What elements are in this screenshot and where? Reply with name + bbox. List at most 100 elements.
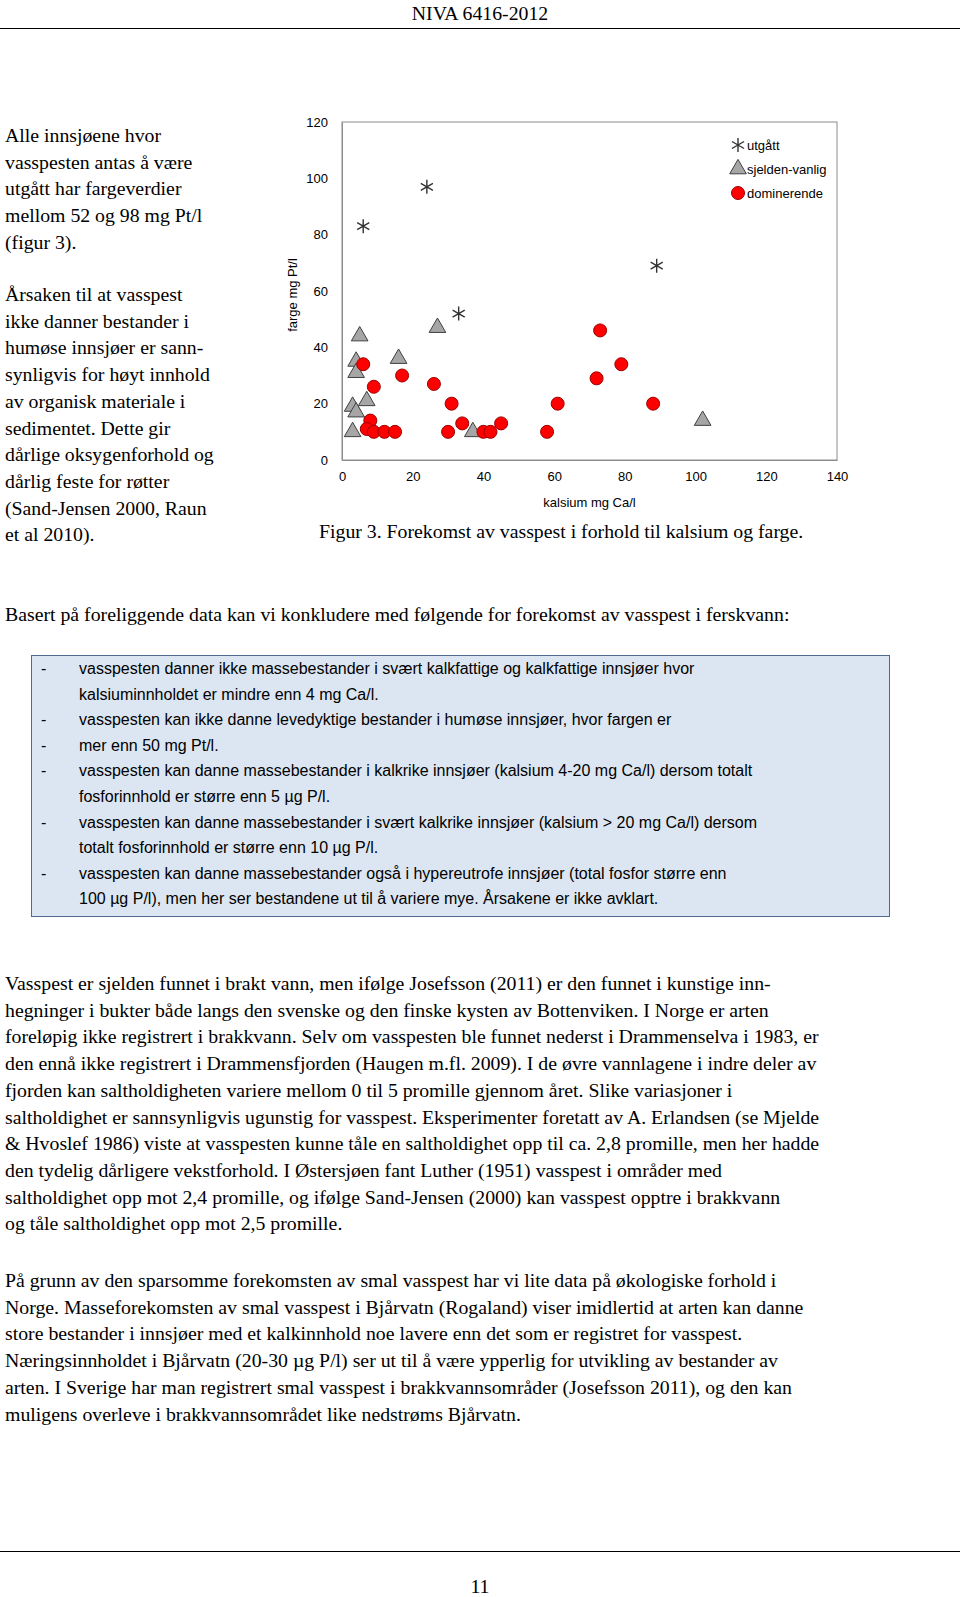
legend-symbol [732,187,745,200]
footer-rule [0,1551,960,1552]
side-text-line: synligvis for høyt innhold [5,361,210,387]
x-axis-title: kalsium mg Ca/l [543,495,636,510]
bullet-text-line: mer enn 50 mg Pt/l. [79,734,219,758]
x-tick: 60 [547,460,561,484]
point [367,380,380,393]
figure-caption: Figur 3. Forekomst av vasspest i forhold… [319,518,803,544]
y-axis-title: farge mg Pt/l [285,258,300,332]
bullet-dash: - [41,862,46,886]
side-text-line: ikke danner bestander i [5,308,189,334]
body-text-line: saltholdighet opp mot 2,4 promille, og i… [5,1184,780,1210]
y-tick-label: 20 [314,396,328,411]
point [594,324,607,337]
side-text-line: mellom 52 og 98 mg Pt/l [5,202,202,228]
series-circle [357,324,660,438]
side-text-line: Årsaken til at vasspest [5,281,182,307]
body-text-line: og tåle saltholdighet opp mot 2,5 promil… [5,1210,342,1236]
point [615,358,628,371]
bullet-dash: - [41,657,46,681]
series-asterisk [357,180,663,321]
point [421,180,433,194]
legend-symbol [730,159,747,173]
body-text-line: Næringsinnholdet i Bjårvatn (20-30 µg P/… [5,1347,778,1373]
body-text-line: Norge. Masseforekomsten av smal vasspest… [5,1294,803,1320]
side-text-line: (figur 3). [5,229,76,255]
side-text-line: humøse innsjøer er sann- [5,334,203,360]
plot-area [344,180,711,439]
x-tick: 100 [685,460,707,484]
bullet-dash: - [41,734,46,758]
side-text-line: sedimentet. Dette gir [5,415,170,441]
body-text-line: & Hvoslef 1986) viste at vasspesten kunn… [5,1130,819,1156]
y-tick-label: 120 [306,115,328,130]
chart: 0 20 40 60 80 100 120 140 0 20 40 60 80 100 120 kalsium… [0,0,960,560]
point [351,326,368,340]
y-tick: 20 [314,396,342,411]
x-tick-label: 120 [756,469,778,484]
intro-text: Basert på foreliggende data kan vi konkl… [5,601,789,627]
page-number: 11 [0,1573,960,1597]
y-tick-label: 0 [321,453,328,468]
point [495,417,508,430]
point [429,318,446,332]
x-tick-label: 60 [547,469,561,484]
y-axis-line [342,123,343,461]
point [484,425,497,438]
side-text-line: et al 2010). [5,521,95,547]
body-text-line: foreløpig ikke registrert i brakkvann. S… [5,1023,819,1049]
y-axis: 0 20 40 60 80 100 120 [306,115,342,468]
side-text-line: (Sand-Jensen 2000, Raun [5,495,207,521]
legend: utgått sjelden-vanlig dominerende [730,138,827,201]
point [456,417,469,430]
x-tick-label: 80 [618,469,632,484]
body-text-line: store bestander i innsjøer med et kalkin… [5,1320,742,1346]
point [647,397,660,410]
point [396,369,409,382]
y-tick: 100 [306,171,342,186]
body-text-line: den ennå ikke registrert i Drammensfjord… [5,1050,816,1076]
x-tick: 20 [406,460,420,484]
point [390,349,407,363]
body-text-line: muligens overleve i brakkvannsområdet li… [5,1401,521,1427]
x-tick-label: 0 [339,469,346,484]
bullet-dash: - [41,811,46,835]
body-text-line: arten. I Sverige har man registrert smal… [5,1374,792,1400]
point [357,358,370,371]
y-tick: 40 [314,340,342,355]
x-tick-label: 140 [827,469,849,484]
page: NIVA 6416-2012Alle innsjøene hvorvasspes… [0,0,960,1597]
legend-label: dominerende [747,186,823,201]
bullet-text-line: vasspesten kan danne massebestander i sv… [79,811,757,835]
bullet-text-line: fosforinnhold er større enn 5 µg P/l. [79,785,330,809]
point [541,425,554,438]
legend-symbol [732,138,744,152]
y-tick: 80 [314,227,342,242]
x-tick-label: 20 [406,469,420,484]
y-tick-label: 60 [314,284,328,299]
x-tick: 40 [477,460,491,484]
bullet-text-line: totalt fosforinnhold er større enn 10 µg… [79,836,378,860]
point [442,425,455,438]
body-text-line: Vasspest er sjelden funnet i brakt vann,… [5,970,771,996]
x-tick: 0 [339,460,346,484]
bullet-dash: - [41,708,46,732]
point [445,397,458,410]
legend-label: sjelden-vanlig [747,162,827,177]
side-text-line: vasspesten antas å være [5,149,192,175]
header-rule [0,28,960,29]
body-text-line: den tydelig dårligere vekstforhold. I Øs… [5,1157,722,1183]
x-axis: 0 20 40 60 80 100 120 140 [339,460,848,484]
body-text-line: fjorden kan saltholdigheten variere mell… [5,1077,732,1103]
bullet-text-line: vasspesten kan ikke danne levedyktige be… [79,708,671,732]
bullet-text-line: vasspesten danner ikke massebestander i … [79,657,694,681]
side-text-line: dårlig feste for røtter [5,468,169,494]
point [694,411,711,425]
x-tick-label: 100 [685,469,707,484]
x-tick-label: 40 [477,469,491,484]
side-text-line: Alle innsjøene hvor [5,122,161,148]
series-triangle [344,318,711,437]
page-header: NIVA 6416-2012 [0,0,960,26]
point [389,425,402,438]
body-text-line: På grunn av den sparsomme forekomsten av… [5,1267,776,1293]
legend-label: utgått [747,138,780,153]
